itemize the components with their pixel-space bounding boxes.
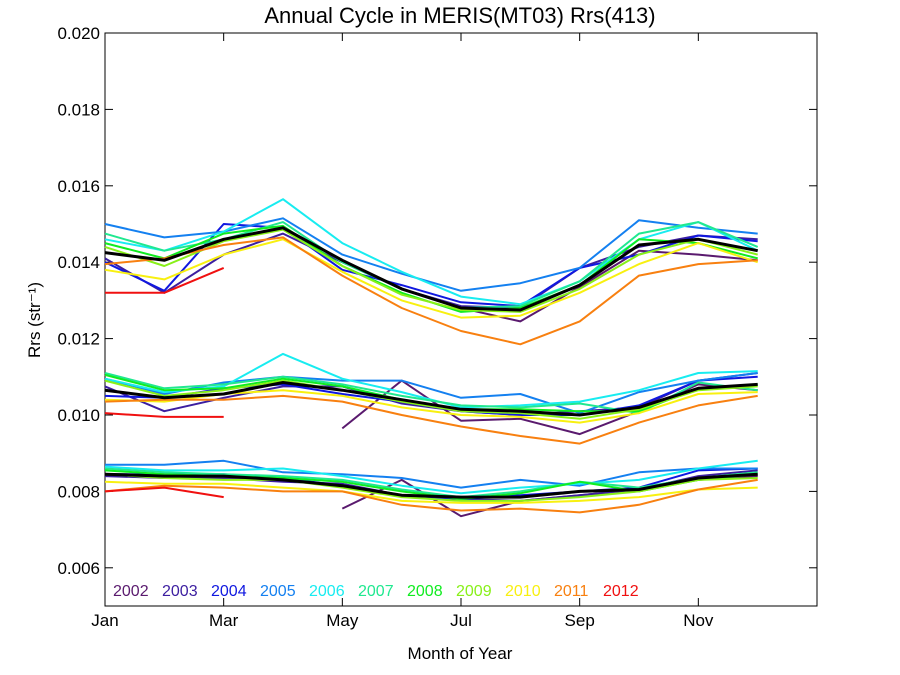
legend-item-2009: 2009 <box>456 583 492 600</box>
y-axis-label: Rrs (str⁻¹) <box>25 282 44 358</box>
x-tick-label: Jan <box>91 611 118 630</box>
y-tick-label: 0.008 <box>57 482 100 501</box>
y-tick-label: 0.012 <box>57 330 100 349</box>
plot-area <box>104 32 818 607</box>
x-tick-label: Nov <box>683 611 714 630</box>
chart-title: Annual Cycle in MERIS(MT03) Rrs(413) <box>264 3 655 28</box>
y-tick-label: 0.006 <box>57 559 100 578</box>
series-line-2005-upper <box>104 217 758 292</box>
series-line-2005-lower <box>105 459 758 489</box>
x-tick-label: Mar <box>209 611 239 630</box>
series-line-2011-upper <box>104 236 758 346</box>
legend-item-2007: 2007 <box>358 583 394 600</box>
series-line-2012-middle <box>104 412 224 418</box>
legend-item-2003: 2003 <box>162 583 198 600</box>
series-line-2002-middle <box>341 379 758 436</box>
plot-frame <box>104 32 818 607</box>
mean-line-middle <box>104 381 758 417</box>
legend-item-2005: 2005 <box>260 583 296 600</box>
series-line-2012-upper <box>105 266 225 294</box>
x-tick-label: May <box>326 611 359 630</box>
x-tick-label: Sep <box>565 611 595 630</box>
series-line-2009-lower <box>104 473 758 502</box>
legend-item-2002: 2002 <box>113 583 149 600</box>
legend-item-2008: 2008 <box>407 583 443 600</box>
series-line-2006-upper <box>104 198 759 306</box>
series-line-2012-lower <box>104 486 224 499</box>
series-line-2010-lower <box>104 480 758 504</box>
y-tick-label: 0.014 <box>57 253 100 272</box>
series-line-2002-upper <box>460 249 758 323</box>
mean-line-upper <box>104 226 758 312</box>
legend-item-2012: 2012 <box>603 583 639 600</box>
legend-item-2011: 2011 <box>554 583 589 600</box>
y-tick-label: 0.018 <box>57 100 100 119</box>
series-line-2007-lower <box>104 467 758 499</box>
y-axis: 0.006 0.008 0.010 0.012 0.014 0.016 0.018 0.020 <box>57 24 817 578</box>
y-tick-label: 0.010 <box>57 406 100 425</box>
series-line-2011-middle <box>104 394 758 445</box>
mean-line-lower <box>104 472 758 499</box>
x-axis-label: Month of Year <box>408 644 513 663</box>
legend-item-2010: 2010 <box>505 583 541 600</box>
x-tick-label: Jul <box>450 611 472 630</box>
legend-item-2006: 2006 <box>309 583 345 600</box>
y-tick-label: 0.020 <box>57 24 100 43</box>
series-line-2011-lower <box>104 478 758 514</box>
legend: 2002 2003 2004 2005 2006 2007 2008 2009 2010 2011… <box>113 583 639 600</box>
x-axis: Jan Mar May Jul Sep Nov <box>91 33 714 630</box>
series-line-2009-middle <box>104 379 758 420</box>
y-tick-label: 0.016 <box>57 177 100 196</box>
legend-item-2004: 2004 <box>211 583 247 600</box>
series-line-2009-upper <box>104 228 758 313</box>
series-lines <box>104 198 759 518</box>
series-line-2004-upper <box>104 223 758 308</box>
series-line-2006-lower <box>104 459 758 495</box>
series-line-2007-upper <box>104 221 759 309</box>
series-line-2010-upper <box>104 238 759 319</box>
